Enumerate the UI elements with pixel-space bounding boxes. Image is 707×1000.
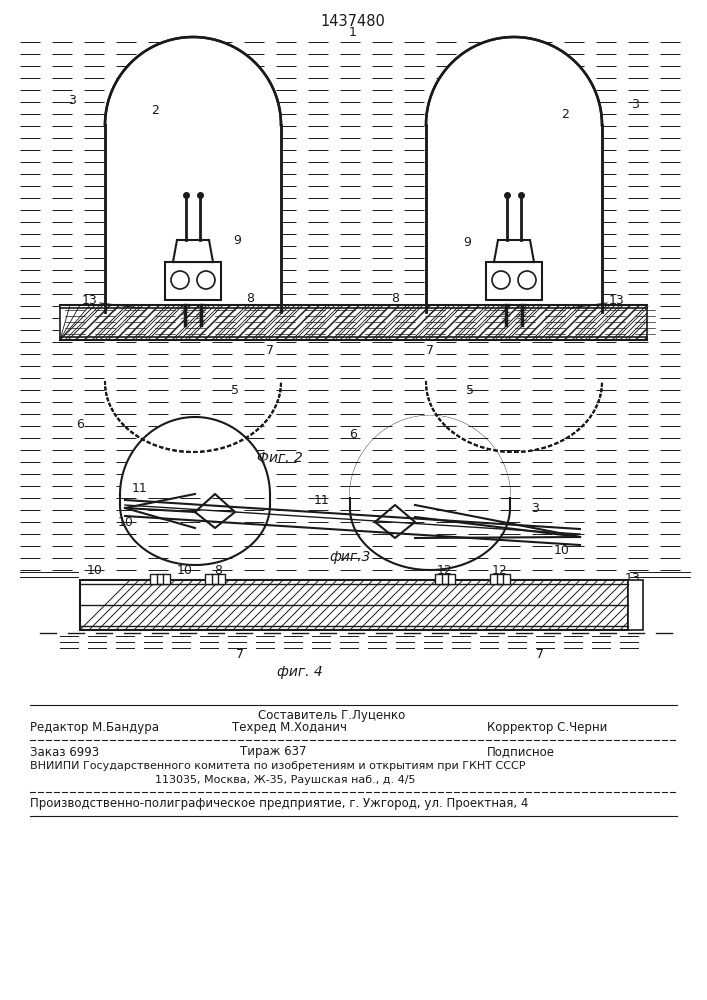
Text: Составитель Г.Луценко: Составитель Г.Луценко	[258, 708, 405, 722]
Polygon shape	[173, 240, 213, 262]
Polygon shape	[426, 37, 602, 312]
Text: 13: 13	[82, 294, 98, 306]
Text: 1437480: 1437480	[320, 14, 385, 29]
Polygon shape	[165, 262, 221, 300]
Bar	[435, 574, 455, 584]
Text: 7: 7	[426, 344, 434, 357]
Polygon shape	[105, 37, 281, 312]
Text: 10: 10	[554, 544, 570, 556]
Text: 3: 3	[631, 99, 639, 111]
Text: 5: 5	[231, 383, 239, 396]
Text: 10: 10	[118, 516, 134, 528]
Polygon shape	[486, 262, 542, 300]
Text: Тираж 637: Тираж 637	[240, 746, 307, 758]
Text: 7: 7	[236, 648, 244, 662]
Polygon shape	[120, 417, 270, 495]
Text: 13: 13	[609, 294, 625, 306]
Bar	[205, 574, 225, 584]
Text: 6: 6	[349, 428, 357, 442]
Text: 2: 2	[561, 108, 569, 121]
Polygon shape	[60, 305, 647, 340]
Text: Редактор М.Бандура: Редактор М.Бандура	[30, 722, 159, 734]
Text: Подписное: Подписное	[487, 746, 555, 758]
Text: 8: 8	[391, 292, 399, 304]
Text: фиг. 4: фиг. 4	[277, 665, 323, 679]
Text: 1: 1	[349, 25, 357, 38]
Text: 8: 8	[214, 564, 222, 576]
Text: Заказ 6993: Заказ 6993	[30, 746, 99, 758]
Text: 13: 13	[625, 572, 641, 584]
Text: 9: 9	[463, 236, 471, 249]
Text: 3: 3	[68, 94, 76, 106]
Text: 10: 10	[177, 564, 193, 576]
Text: Производственно-полиграфическое предприятие, г. Ужгород, ул. Проектная, 4: Производственно-полиграфическое предприя…	[30, 798, 528, 810]
Text: 9: 9	[233, 233, 241, 246]
Polygon shape	[60, 305, 647, 340]
Text: 7: 7	[266, 344, 274, 357]
Bar	[628, 580, 643, 630]
Text: 11: 11	[314, 493, 330, 506]
Bar	[486, 262, 542, 300]
Text: Техред М.Ходанич: Техред М.Ходанич	[232, 722, 347, 734]
Text: ВНИИПИ Государственного комитета по изобретениям и открытиям при ГКНТ СССР: ВНИИПИ Государственного комитета по изоб…	[30, 761, 525, 771]
Text: 3: 3	[531, 502, 539, 514]
Text: 2: 2	[151, 104, 159, 116]
Text: 10: 10	[87, 564, 103, 576]
Bar	[80, 580, 628, 630]
Bar	[165, 262, 221, 300]
Text: 11: 11	[132, 482, 148, 494]
Text: Фиг. 2: Фиг. 2	[257, 451, 303, 465]
Text: 12: 12	[437, 564, 453, 576]
Text: 5: 5	[466, 383, 474, 396]
Text: 12: 12	[492, 564, 508, 576]
Text: 7: 7	[536, 648, 544, 662]
Bar	[150, 574, 170, 584]
Polygon shape	[494, 240, 534, 262]
Text: фиг.3: фиг.3	[329, 550, 370, 564]
Polygon shape	[350, 416, 510, 498]
Text: Корректор С.Черни: Корректор С.Черни	[487, 722, 607, 734]
Text: 113035, Москва, Ж-35, Раушская наб., д. 4/5: 113035, Москва, Ж-35, Раушская наб., д. …	[155, 775, 416, 785]
Text: 6: 6	[76, 418, 84, 432]
Text: 8: 8	[246, 292, 254, 304]
Bar	[490, 574, 510, 584]
